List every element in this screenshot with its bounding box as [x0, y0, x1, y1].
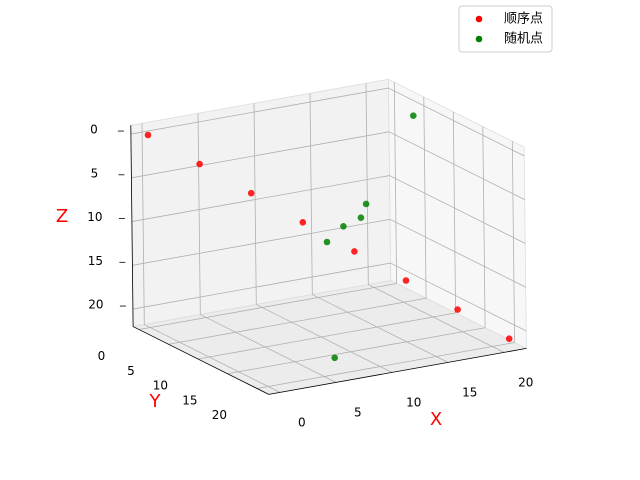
y-tick-label: 20	[212, 408, 227, 422]
y-axis	[132, 326, 269, 395]
grid-line	[144, 324, 281, 393]
z-axis-title: Z	[56, 206, 68, 227]
y-tick-label: 5	[127, 364, 135, 378]
x-tick-label: 5	[354, 406, 362, 420]
grid-line	[423, 96, 427, 299]
grid-line	[130, 87, 389, 135]
z-axis	[130, 125, 134, 327]
grid-line	[388, 87, 525, 157]
grid-line	[197, 312, 456, 360]
grid-line	[452, 111, 456, 314]
grid-line	[256, 342, 515, 389]
point	[351, 248, 358, 255]
point	[331, 354, 339, 362]
grid-line	[368, 284, 505, 353]
x-tick-label: 20	[518, 376, 533, 390]
x-tick-label: 10	[406, 396, 421, 410]
grid-line	[138, 283, 397, 330]
grid-line	[131, 131, 390, 179]
point	[247, 189, 255, 197]
legend-box	[458, 5, 553, 53]
point	[410, 112, 417, 119]
grid-line	[132, 218, 391, 266]
point	[357, 214, 365, 221]
point	[402, 277, 410, 284]
y-axis-title: Y	[149, 391, 162, 412]
point	[196, 160, 203, 168]
grid-line	[256, 304, 393, 373]
z-tick-label: 20	[88, 298, 103, 312]
grid-line	[131, 175, 390, 222]
point	[454, 306, 461, 313]
point	[323, 238, 331, 246]
point	[505, 335, 513, 343]
grid-line	[389, 175, 526, 244]
z-tick-label: 5	[91, 166, 99, 180]
grid-line	[132, 262, 391, 310]
legend-marker	[475, 15, 483, 23]
grid-line	[253, 103, 257, 305]
y-tick-label: 15	[182, 393, 197, 407]
grid-line	[309, 93, 313, 295]
legend-marker	[475, 35, 483, 43]
legend-label: 顺序点	[504, 12, 543, 27]
grid-line	[393, 82, 397, 284]
grid-line	[511, 141, 515, 343]
grid-line	[227, 327, 486, 375]
grid-line	[312, 294, 449, 363]
grid-line	[168, 297, 427, 345]
legend-label: 随机点	[504, 32, 543, 47]
z-tick-label: 0	[90, 123, 98, 137]
grid-line	[141, 123, 145, 325]
x-axis	[268, 348, 527, 395]
y-tick-label: 0	[98, 349, 106, 363]
x-tick-label: 0	[298, 416, 306, 430]
grid-line	[482, 126, 486, 328]
x-axis-title: X	[430, 409, 442, 430]
point	[299, 219, 307, 226]
grid-line	[200, 314, 337, 383]
point	[144, 131, 152, 139]
point	[362, 200, 370, 208]
z-tick-label: 15	[88, 254, 103, 268]
z-tick-label: 10	[87, 210, 102, 224]
y-tick-label: 10	[153, 379, 168, 393]
x-tick-label: 15	[462, 386, 477, 400]
grid-line	[365, 83, 369, 285]
point	[340, 223, 347, 230]
grid-line	[390, 262, 527, 332]
grid-line	[197, 113, 201, 315]
grid-line	[389, 218, 526, 288]
grid-line	[388, 131, 525, 201]
